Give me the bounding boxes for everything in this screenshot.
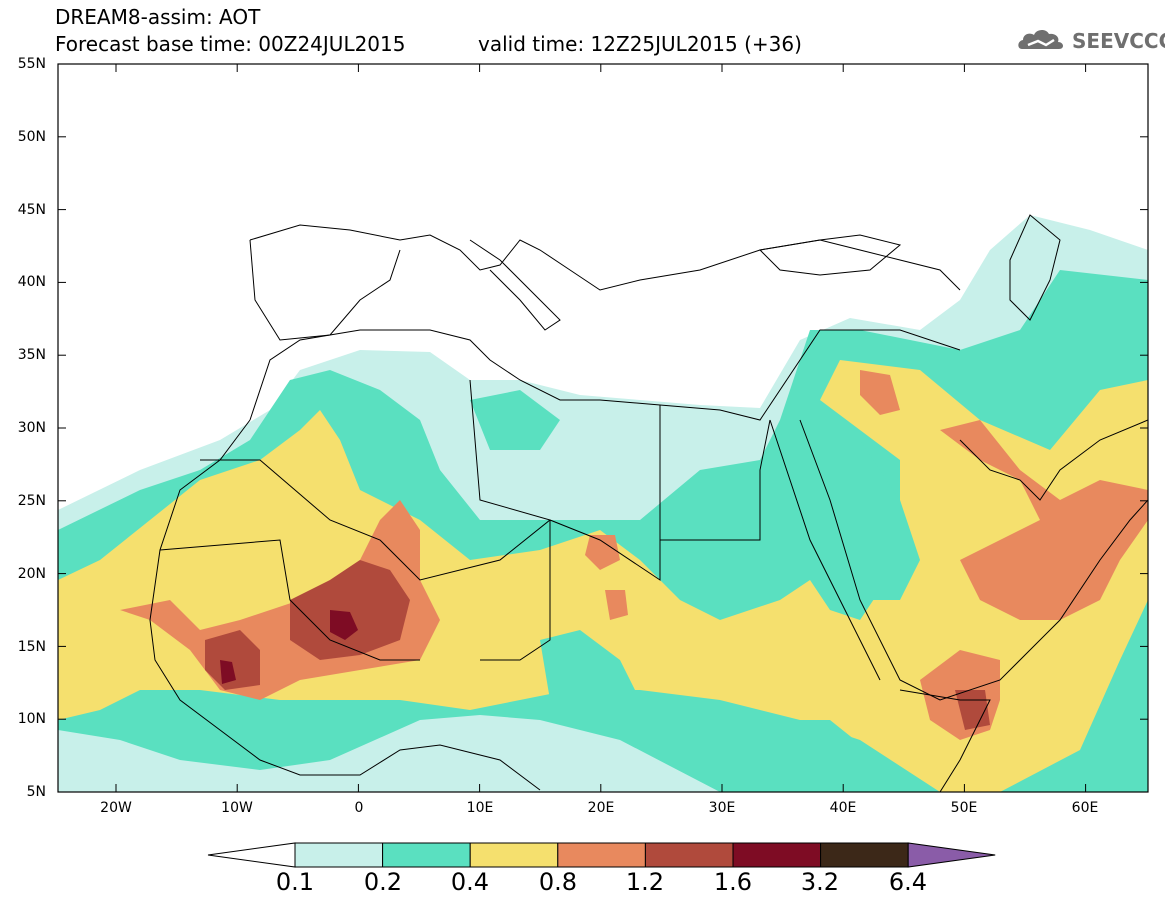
horn [899,689,991,792]
legend-box [382,842,471,868]
lat-label: 25N [17,493,46,509]
map-title: DREAM8-assim: AOT [55,5,261,29]
lat-label: 30N [17,420,46,436]
seevccc-logo: SEEVCCC [1016,25,1165,55]
legend-label: 0.4 [450,868,490,896]
coastlines-and-borders [149,214,1148,792]
valid-time: valid time: 12Z25JUL2015 (+36) [478,32,802,56]
aot-level-0.2-inner [540,630,640,720]
lat-label: 40N [17,274,46,290]
lat-label: 35N [17,347,46,363]
lat-label: 55N [17,56,46,72]
lat-ticks [58,63,1148,793]
aot-level-1.6-b [220,660,236,684]
lon-label: 20W [100,800,132,816]
w-africa-coast [149,419,541,791]
legend-box [644,842,734,868]
black-sea [758,234,902,276]
aot-level-1.2 [290,560,410,660]
logo-text: SEEVCCC [1072,29,1165,53]
aot-level-0.2-blob [470,390,560,450]
legend-box [732,842,822,868]
aot-level-1.2-b [205,630,260,690]
legend-label: 6.4 [888,868,928,896]
legend-label: 1.6 [713,868,753,896]
europe-coast [249,224,961,291]
aot-level-0.8-arabia [940,420,1148,620]
lon-label: 0 [354,800,364,816]
italy [469,239,561,331]
border-east [659,405,760,541]
aot-contour-fields [58,215,1148,792]
legend-box [820,842,909,868]
borders-sahel [159,539,420,661]
lat-label: 20N [17,566,46,582]
legend-arrow-low [207,842,296,868]
lat-label: 10N [17,711,46,727]
caspian [1009,214,1061,321]
forecast-base-time: Forecast base time: 00Z24JUL2015 [55,32,406,56]
aot-level-0.8-spot2 [605,590,628,620]
aot-level-0.4 [58,360,1148,792]
gulf [959,419,1148,501]
arabia-coast [799,419,1148,701]
lat-label: 50N [17,129,46,145]
legend-label: 0.8 [538,868,578,896]
legend-label: 1.2 [625,868,665,896]
aot-level-0.2-inner2 [820,430,920,600]
lon-label: 40E [829,800,857,816]
lat-label: 5N [26,784,46,800]
lon-label: 10E [466,800,494,816]
lon-ticks [115,64,1087,792]
lon-label: 60E [1071,800,1099,816]
lat-label: 15N [17,639,46,655]
aot-level-0.8-spot [585,535,620,570]
legend-box [294,842,384,868]
legend-box [557,842,646,868]
aot-level-1.6 [330,610,358,640]
lat-label: 45N [17,202,46,218]
legend-arrow-high [907,842,996,868]
legend-label: 0.2 [363,868,403,896]
lon-label: 10W [221,800,253,816]
legend-label: 3.2 [800,868,840,896]
aot-level-0.8-north [860,370,900,415]
lon-label: 50E [950,800,978,816]
red-sea [769,419,881,681]
legend-box [469,842,559,868]
lon-label: 30E [708,800,736,816]
aot-level-0.2-inner3 [760,720,880,792]
cloud-icon [1018,29,1064,49]
legend-label: 0.1 [275,868,315,896]
n-africa-coast [249,329,961,421]
borders-sahara-2 [469,379,551,661]
lon-label: 20E [587,800,615,816]
